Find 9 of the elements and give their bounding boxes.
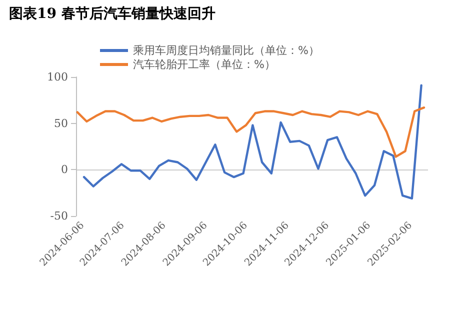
legend-label: 乘用车周度日均销量同比（单位：%） [133,44,320,57]
chart-title: 图表19 春节后汽车销量快速回升 [9,5,216,22]
line-series [82,84,422,200]
y-tick-label: 100 [47,70,68,84]
y-tick-label: 0 [61,163,68,176]
y-tick-label: -50 [50,210,68,222]
line-series [76,106,426,158]
y-tick-label: 50 [54,116,68,130]
legend-label: 汽车轮胎开工率（单位：%） [133,58,276,71]
